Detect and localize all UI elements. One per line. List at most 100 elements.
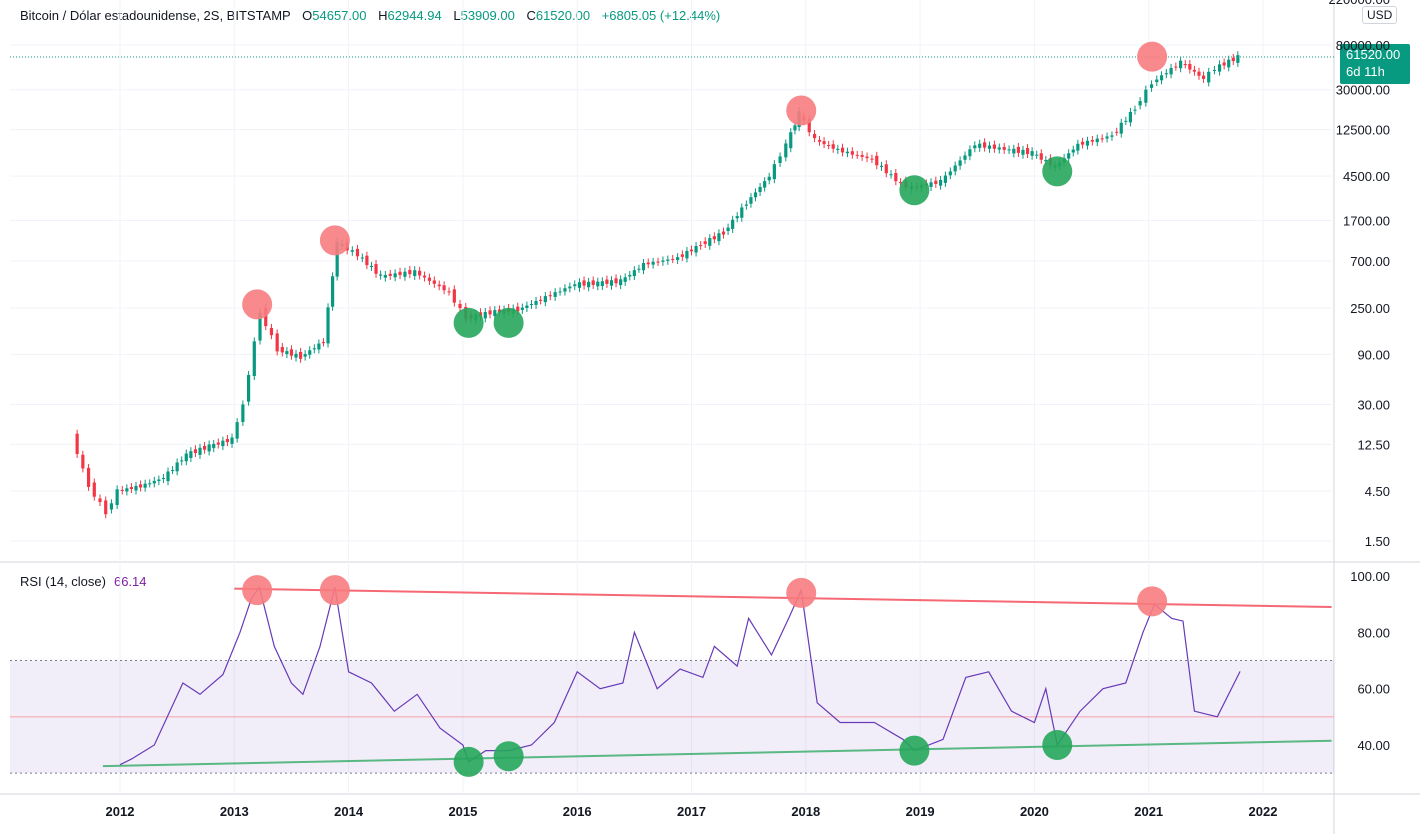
candle-body: [330, 276, 335, 307]
candle-body: [1217, 64, 1222, 72]
candle-body: [778, 156, 782, 163]
candle-body: [568, 286, 572, 289]
candle-body: [543, 296, 547, 303]
candle-body: [865, 156, 869, 159]
candle-body: [207, 444, 211, 452]
candle-body: [1236, 55, 1240, 63]
price-tick-label: 30.00: [1357, 397, 1390, 412]
candle-body: [1188, 63, 1192, 70]
candle-body: [1039, 153, 1043, 160]
rsi-bottom-marker: [1042, 730, 1073, 760]
candle-body: [726, 227, 730, 232]
candle-body: [1100, 138, 1104, 140]
candle-body: [784, 143, 788, 158]
price-tick-label: 12.50: [1357, 437, 1390, 452]
candle-body: [180, 460, 184, 462]
candle-body: [632, 270, 636, 277]
candle-body: [772, 164, 776, 180]
close-label: C: [526, 8, 536, 23]
candle-body: [241, 404, 245, 422]
price-top-marker: [242, 289, 273, 320]
rsi-tick-label: 80.00: [1357, 625, 1390, 640]
candle-body: [577, 282, 582, 288]
candle-body: [968, 149, 972, 157]
candle-body: [1164, 73, 1168, 75]
candle-body: [982, 142, 987, 148]
candle-body: [973, 145, 977, 149]
symbol-title: Bitcoin / Dólar estadounidense, 2S, BITS…: [20, 8, 291, 23]
candle-body: [1071, 149, 1075, 153]
candle-body: [1149, 84, 1154, 88]
candle-body: [553, 292, 557, 297]
candle-body: [712, 236, 716, 240]
rsi-top-marker: [242, 575, 273, 606]
change-value: +6805.05 (+12.44%): [601, 8, 721, 23]
candle-body: [753, 192, 758, 198]
candle-body: [860, 154, 864, 157]
last-price-badge: 61520.00 6d 11h: [1340, 44, 1410, 84]
candle-body: [793, 125, 797, 131]
candle-body: [258, 312, 262, 341]
candle-body: [938, 179, 943, 186]
candle-body: [987, 145, 992, 149]
candle-body: [749, 197, 753, 204]
candle-body: [157, 479, 161, 482]
candle-body: [875, 155, 879, 166]
candle-body: [582, 280, 586, 286]
candle-body: [275, 333, 279, 352]
candle-body: [587, 281, 591, 288]
candle-body: [432, 280, 436, 284]
candle-body: [497, 309, 502, 313]
candle-body: [246, 374, 251, 402]
candle-body: [717, 233, 721, 242]
candle-body: [175, 462, 179, 472]
price-tick-label: 80000.00: [1336, 38, 1390, 53]
candle-body: [493, 310, 497, 316]
candle-body: [148, 483, 152, 485]
candle-body: [184, 453, 188, 462]
candle-body: [735, 216, 739, 219]
price-tick-label: 1.50: [1365, 534, 1390, 549]
close-value: 61520.00: [535, 8, 591, 23]
price-tick-label: 4500.00: [1343, 169, 1390, 184]
x-tick-label: 2014: [334, 804, 364, 819]
candle-body: [992, 144, 996, 149]
candle-body: [563, 288, 567, 292]
rsi-bottom-marker: [493, 741, 524, 772]
candle-body: [216, 442, 220, 445]
low-label: L: [453, 8, 461, 23]
candle-body: [488, 310, 492, 315]
candle-body: [619, 279, 623, 286]
candle-body: [1035, 154, 1039, 156]
candle-body: [898, 182, 903, 184]
candle-body: [193, 449, 198, 454]
candle-body: [326, 307, 330, 344]
rsi-top-marker: [319, 575, 350, 606]
price-tick-label: 12500.00: [1336, 123, 1390, 138]
candle-body: [1207, 71, 1211, 83]
candle-body: [1144, 89, 1148, 103]
candle-body: [894, 173, 898, 182]
candle-body: [230, 437, 234, 444]
candle-body: [600, 281, 604, 287]
bar-countdown: 6d 11h: [1346, 64, 1385, 79]
candle-body: [1183, 64, 1187, 66]
candle-body: [308, 350, 312, 355]
candle-body: [558, 291, 562, 293]
candle-body: [789, 132, 793, 149]
candle-body: [104, 500, 108, 515]
candle-body: [1007, 149, 1011, 151]
candle-body: [161, 478, 166, 480]
candle-body: [365, 255, 369, 266]
candle-body: [689, 249, 694, 252]
candle-body: [708, 238, 712, 246]
candle-body: [1159, 75, 1164, 81]
candle-body: [529, 304, 534, 306]
candle-body: [189, 451, 193, 459]
currency-button[interactable]: USD: [1362, 6, 1398, 24]
candle-body: [393, 273, 397, 278]
candle-body: [221, 440, 225, 447]
candle-body: [335, 241, 339, 277]
candle-body: [109, 503, 114, 510]
